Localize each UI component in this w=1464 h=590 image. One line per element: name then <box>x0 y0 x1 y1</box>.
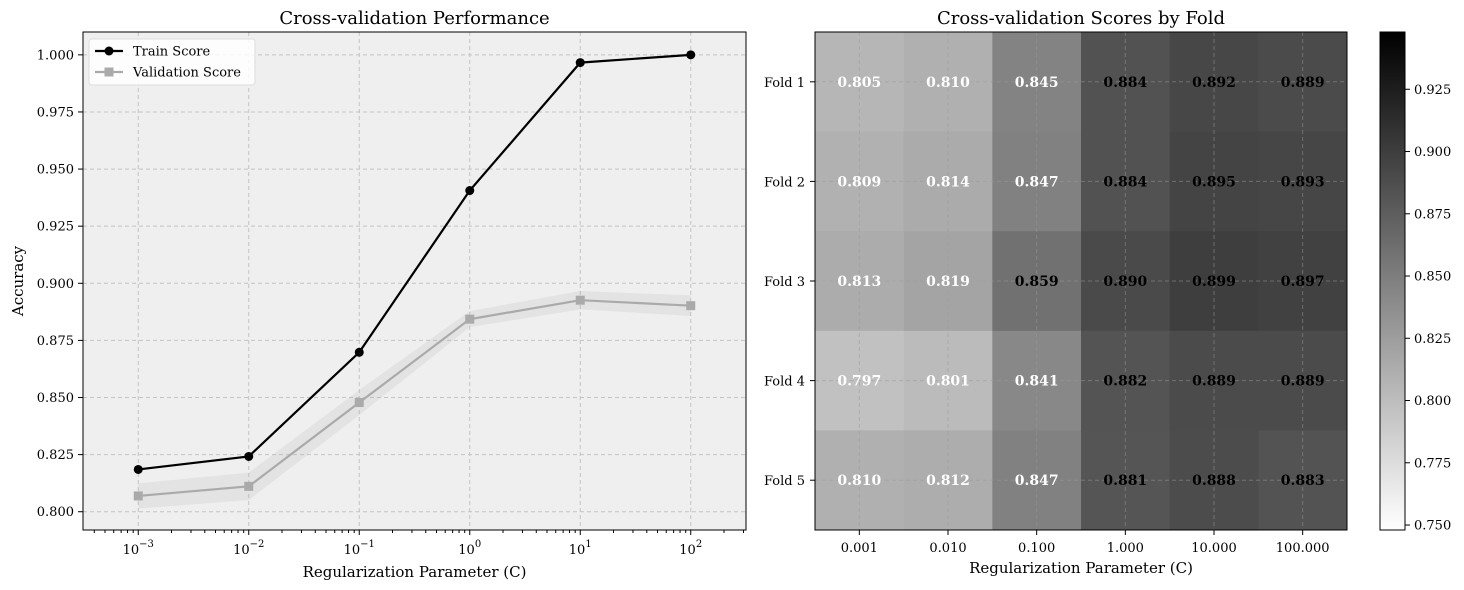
colorbar-tick-label: 0.850 <box>1414 270 1451 285</box>
heatmap-cell-label: 0.884 <box>1103 174 1147 190</box>
validation-score-point <box>575 295 585 305</box>
validation-std-band <box>138 291 691 509</box>
heatmap-cell-label: 0.884 <box>1103 75 1147 91</box>
heatmap-cell-label: 0.889 <box>1192 374 1236 390</box>
heatmap-x-tick-label: 0.001 <box>841 541 878 556</box>
heatmap-cell-label: 0.809 <box>837 174 881 190</box>
heatmap-cell-label: 0.847 <box>1015 174 1059 190</box>
heatmap-cell-label: 0.841 <box>1015 374 1059 390</box>
line-plot-frame <box>82 31 747 531</box>
heatmap-cell-label: 0.812 <box>926 473 970 489</box>
legend-box <box>88 38 256 86</box>
heatmap-cell-label: 0.881 <box>1103 473 1147 489</box>
colorbar-tick-label: 0.925 <box>1414 83 1451 98</box>
train-score-point <box>133 464 143 474</box>
heatmap-cell-label: 0.801 <box>926 374 970 390</box>
x-tick-label: 101 <box>569 539 592 558</box>
colorbar-tick-label: 0.875 <box>1414 207 1451 222</box>
heatmap-cell-label: 0.797 <box>837 374 881 390</box>
x-tick-label: 10−1 <box>344 539 375 558</box>
heatmap-cell-label: 0.810 <box>837 473 881 489</box>
heatmap-y-tick-label: Fold 3 <box>764 275 805 290</box>
heatmap-x-tick-label: 0.100 <box>1018 541 1055 556</box>
x-tick-label: 10−3 <box>123 539 154 558</box>
heatmap-cell-label: 0.893 <box>1281 174 1325 190</box>
heatmap-y-tick-label: Fold 2 <box>764 175 805 190</box>
legend-marker <box>104 67 114 77</box>
heatmap-x-tick-label: 1.000 <box>1107 541 1144 556</box>
train-score-point <box>244 451 254 461</box>
heatmap-y-tick-label: Fold 5 <box>764 474 805 489</box>
heatmap-cell-label: 0.845 <box>1015 75 1059 91</box>
heatmap-cell-label: 0.883 <box>1281 473 1325 489</box>
heatmap-title: Cross-validation Scores by Fold <box>937 8 1225 29</box>
heatmap-cell-label: 0.889 <box>1281 374 1325 390</box>
train-score-point <box>354 347 364 357</box>
heatmap-cell-label: 0.819 <box>926 274 970 290</box>
heatmap-x-axis-label: Regularization Parameter (C) <box>969 559 1193 577</box>
colorbar <box>1379 31 1406 531</box>
colorbar-tick-label: 0.750 <box>1414 519 1451 534</box>
heatmap-cell-label: 0.897 <box>1281 274 1325 290</box>
colorbar-tick-label: 0.900 <box>1414 145 1451 160</box>
train-score-point <box>575 58 585 68</box>
train-score-point <box>686 50 696 60</box>
heatmap-y-tick-label: Fold 4 <box>764 375 805 390</box>
line-plot-area <box>83 32 746 530</box>
x-tick-label: 100 <box>458 539 481 558</box>
train-score-line <box>138 53 691 471</box>
heatmap-cell-label: 0.847 <box>1015 473 1059 489</box>
heatmap-cell-label: 0.899 <box>1192 274 1236 290</box>
heatmap-cell-label: 0.882 <box>1103 374 1147 390</box>
colorbar-tick-label: 0.775 <box>1414 456 1451 471</box>
colorbar-tick-label: 0.800 <box>1414 394 1451 409</box>
validation-score-point <box>686 301 696 311</box>
x-tick-label: 10−2 <box>233 539 264 558</box>
validation-score-point <box>244 481 254 491</box>
validation-score-line <box>138 299 691 498</box>
validation-score-point <box>133 491 143 501</box>
y-tick-label: 0.800 <box>37 505 74 520</box>
heatmap-cell-label: 0.895 <box>1192 174 1236 190</box>
heatmap-cell-label: 0.889 <box>1281 75 1325 91</box>
y-tick-label: 0.975 <box>37 105 74 120</box>
heatmap-cell-label: 0.810 <box>926 75 970 91</box>
heatmap-cell-label: 0.888 <box>1192 473 1236 489</box>
legend-marker <box>104 46 114 56</box>
heatmap-cell-label: 0.892 <box>1192 75 1236 91</box>
line-y-axis-label: Accuracy <box>9 245 27 317</box>
heatmap-x-tick-label: 0.010 <box>929 541 966 556</box>
validation-score-point <box>354 398 364 408</box>
y-tick-label: 0.900 <box>37 277 74 292</box>
colorbar-tick-label: 0.825 <box>1414 332 1451 347</box>
train-score-point <box>465 186 475 196</box>
line-chart-title: Cross-validation Performance <box>279 8 549 29</box>
validation-score-point <box>465 314 475 324</box>
heatmap-cell-label: 0.890 <box>1103 274 1147 290</box>
x-tick-label: 102 <box>679 539 702 558</box>
heatmap-cell-label: 0.814 <box>926 174 970 190</box>
y-tick-label: 0.875 <box>37 334 74 349</box>
y-tick-label: 0.850 <box>37 391 74 406</box>
heatmap-cell-label: 0.859 <box>1015 274 1059 290</box>
heatmap-cell-label: 0.813 <box>837 274 881 290</box>
legend-label: Train Score <box>133 45 211 60</box>
heatmap-cell-label: 0.805 <box>837 75 881 91</box>
legend-label: Validation Score <box>132 66 241 81</box>
legend: Train Score Validation Score <box>88 38 256 86</box>
y-tick-label: 0.950 <box>37 163 74 178</box>
y-tick-label: 0.825 <box>37 448 74 463</box>
y-tick-label: 0.925 <box>37 220 74 235</box>
line-x-axis-label: Regularization Parameter (C) <box>303 563 527 581</box>
heatmap-x-tick-label: 10.000 <box>1191 541 1237 556</box>
heatmap-y-tick-label: Fold 1 <box>764 76 805 91</box>
y-tick-label: 1.000 <box>37 48 74 63</box>
heatmap-x-tick-label: 100.000 <box>1276 541 1330 556</box>
